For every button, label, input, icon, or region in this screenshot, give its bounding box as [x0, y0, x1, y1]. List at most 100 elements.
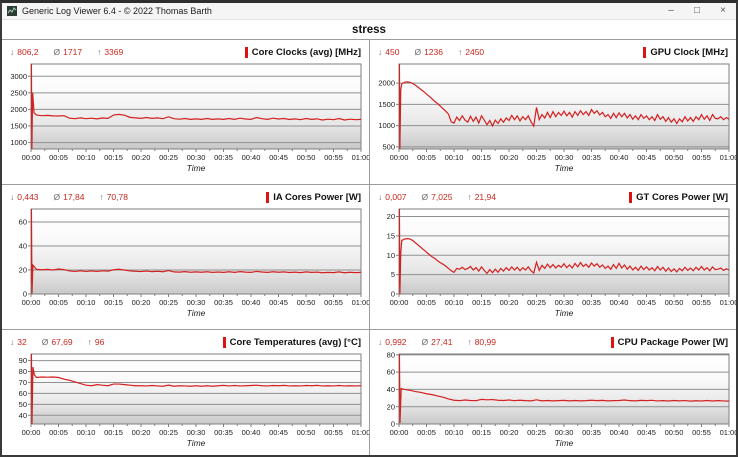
chart-title-text: GT Cores Power [W] [636, 191, 728, 203]
svg-text:00:50: 00:50 [297, 298, 316, 307]
chart-plot-area[interactable]: 1000 1500 2000 2500 3000 00:00 00:05 00:10 00:15… [4, 61, 369, 180]
stat-max: ↑ 70,78 [99, 192, 128, 202]
svg-text:00:55: 00:55 [324, 298, 343, 307]
chart-plot-area[interactable]: 40 50 60 70 80 90 00:00 00:05 00:10 00:15 00:20 00:… [4, 351, 369, 455]
svg-text:00:20: 00:20 [132, 298, 151, 307]
chart-header: ↓ 806,2 Ø 1717 ↑ 3369 Core Clocks (avg) [MHz] [2, 40, 369, 61]
svg-text:00:40: 00:40 [610, 428, 629, 437]
chart-panel: ↓ 450 Ø 1236 ↑ 2450 GPU Clock [MHz] 500 1000 1500… [370, 40, 736, 185]
series-color-marker-icon [266, 191, 270, 203]
stat-min: ↓ 0,007 [378, 192, 407, 202]
svg-text:0: 0 [391, 420, 395, 429]
chart-panel: ↓ 0,443 Ø 17,84 ↑ 70,78 IA Cores Power [W] 0 20 4… [2, 185, 370, 330]
svg-text:40: 40 [19, 242, 27, 251]
stat-max: ↑ 2450 [458, 47, 484, 57]
stat-max-value: 2450 [465, 47, 485, 57]
svg-text:00:25: 00:25 [159, 428, 178, 437]
svg-text:0: 0 [23, 290, 27, 299]
svg-text:00:55: 00:55 [692, 428, 711, 437]
svg-text:20: 20 [387, 212, 395, 221]
chart-stats: ↓ 806,2 Ø 1717 ↑ 3369 [10, 47, 138, 57]
series-color-marker-icon [610, 336, 614, 348]
svg-text:00:25: 00:25 [159, 298, 178, 307]
max-symbol-icon: ↑ [457, 47, 463, 57]
chart-plot-area[interactable]: 0 5 10 15 20 00:00 00:05 00:10 00:15 00:20 00:25 00… [372, 206, 736, 325]
stat-min-value: 0,007 [385, 192, 407, 202]
svg-text:1000: 1000 [378, 121, 395, 130]
charts-grid: ↓ 806,2 Ø 1717 ↑ 3369 Core Clocks (avg) [MHz] 1… [2, 39, 736, 455]
minimize-button[interactable]: – [668, 5, 674, 16]
max-symbol-icon: ↑ [99, 192, 104, 202]
min-symbol-icon: ↓ [10, 337, 15, 347]
svg-text:60: 60 [19, 218, 27, 227]
svg-text:00:00: 00:00 [22, 153, 41, 162]
svg-text:00:30: 00:30 [555, 428, 574, 437]
svg-text:00:25: 00:25 [527, 428, 546, 437]
chart-title: Core Clocks (avg) [MHz] [244, 46, 361, 58]
chart-title-text: GPU Clock [MHz] [650, 46, 728, 58]
svg-text:00:15: 00:15 [472, 428, 491, 437]
svg-text:00:35: 00:35 [582, 153, 601, 162]
stat-min-value: 806,2 [17, 47, 39, 57]
chart-plot-area[interactable]: 500 1000 1500 2000 00:00 00:05 00:10 00:15 00:20… [372, 61, 736, 180]
svg-text:1500: 1500 [10, 122, 27, 131]
stat-avg: Ø 17,84 [54, 192, 85, 202]
svg-text:2000: 2000 [10, 105, 27, 114]
svg-text:00:20: 00:20 [500, 428, 519, 437]
svg-text:90: 90 [19, 356, 27, 365]
svg-text:00:30: 00:30 [555, 298, 574, 307]
avg-symbol-icon: Ø [421, 192, 429, 202]
min-symbol-icon: ↓ [378, 337, 383, 347]
stat-avg: Ø 27,41 [422, 337, 453, 347]
svg-text:00:30: 00:30 [187, 298, 206, 307]
stat-min-value: 450 [385, 47, 400, 57]
svg-text:2000: 2000 [378, 79, 395, 88]
svg-text:01:00: 01:00 [720, 153, 736, 162]
svg-text:01:00: 01:00 [352, 298, 369, 307]
chart-panel: ↓ 806,2 Ø 1717 ↑ 3369 Core Clocks (avg) [MHz] 1… [2, 40, 370, 185]
svg-text:01:00: 01:00 [720, 298, 736, 307]
chart-plot-area[interactable]: 0 20 40 60 80 00:00 00:05 00:10 00:15 00:20 00:25 0… [372, 351, 736, 455]
stat-min: ↓ 806,2 [10, 47, 39, 57]
svg-text:0: 0 [391, 290, 395, 299]
window-controls: – □ × [658, 3, 736, 19]
stat-avg-value: 7,025 [431, 192, 453, 202]
stat-avg-value: 27,41 [431, 337, 453, 347]
svg-text:00:05: 00:05 [49, 298, 68, 307]
svg-text:Time: Time [187, 308, 206, 318]
window-title: Generic Log Viewer 6.4 - © 2022 Thomas B… [22, 6, 212, 16]
svg-text:50: 50 [19, 400, 27, 409]
svg-text:00:15: 00:15 [104, 298, 123, 307]
chart-title: GPU Clock [MHz] [643, 46, 728, 58]
svg-text:00:45: 00:45 [637, 153, 656, 162]
svg-text:00:40: 00:40 [242, 153, 261, 162]
svg-text:00:00: 00:00 [22, 428, 41, 437]
chart-title: GT Cores Power [W] [629, 191, 728, 203]
series-color-marker-icon [629, 191, 633, 203]
svg-text:40: 40 [387, 385, 395, 394]
stat-min: ↓ 0,992 [378, 337, 407, 347]
svg-text:00:00: 00:00 [22, 298, 41, 307]
svg-text:00:25: 00:25 [527, 298, 546, 307]
svg-text:00:30: 00:30 [187, 428, 206, 437]
chart-title-text: Core Clocks (avg) [MHz] [251, 46, 361, 58]
stat-max-value: 96 [94, 337, 105, 347]
svg-text:00:35: 00:35 [214, 153, 233, 162]
svg-text:00:40: 00:40 [242, 298, 261, 307]
min-symbol-icon: ↓ [10, 47, 15, 57]
chart-title: Core Temperatures (avg) [°C] [222, 336, 361, 348]
avg-symbol-icon: Ø [53, 192, 61, 202]
stat-min-value: 32 [17, 337, 27, 347]
svg-text:00:50: 00:50 [665, 153, 684, 162]
min-symbol-icon: ↓ [378, 47, 383, 57]
chart-plot-area[interactable]: 0 20 40 60 00:00 00:05 00:10 00:15 00:20 00:25 00:… [4, 206, 369, 325]
close-button[interactable]: × [720, 5, 726, 16]
stat-avg-value: 1236 [424, 47, 443, 57]
svg-text:00:05: 00:05 [49, 153, 68, 162]
maximize-button[interactable]: □ [693, 5, 701, 16]
series-color-marker-icon [244, 46, 248, 58]
svg-text:1500: 1500 [378, 100, 395, 109]
stat-max: ↑ 80,99 [467, 337, 496, 347]
svg-text:80: 80 [19, 367, 27, 376]
chart-stats: ↓ 0,007 Ø 7,025 ↑ 21,94 [378, 192, 511, 202]
